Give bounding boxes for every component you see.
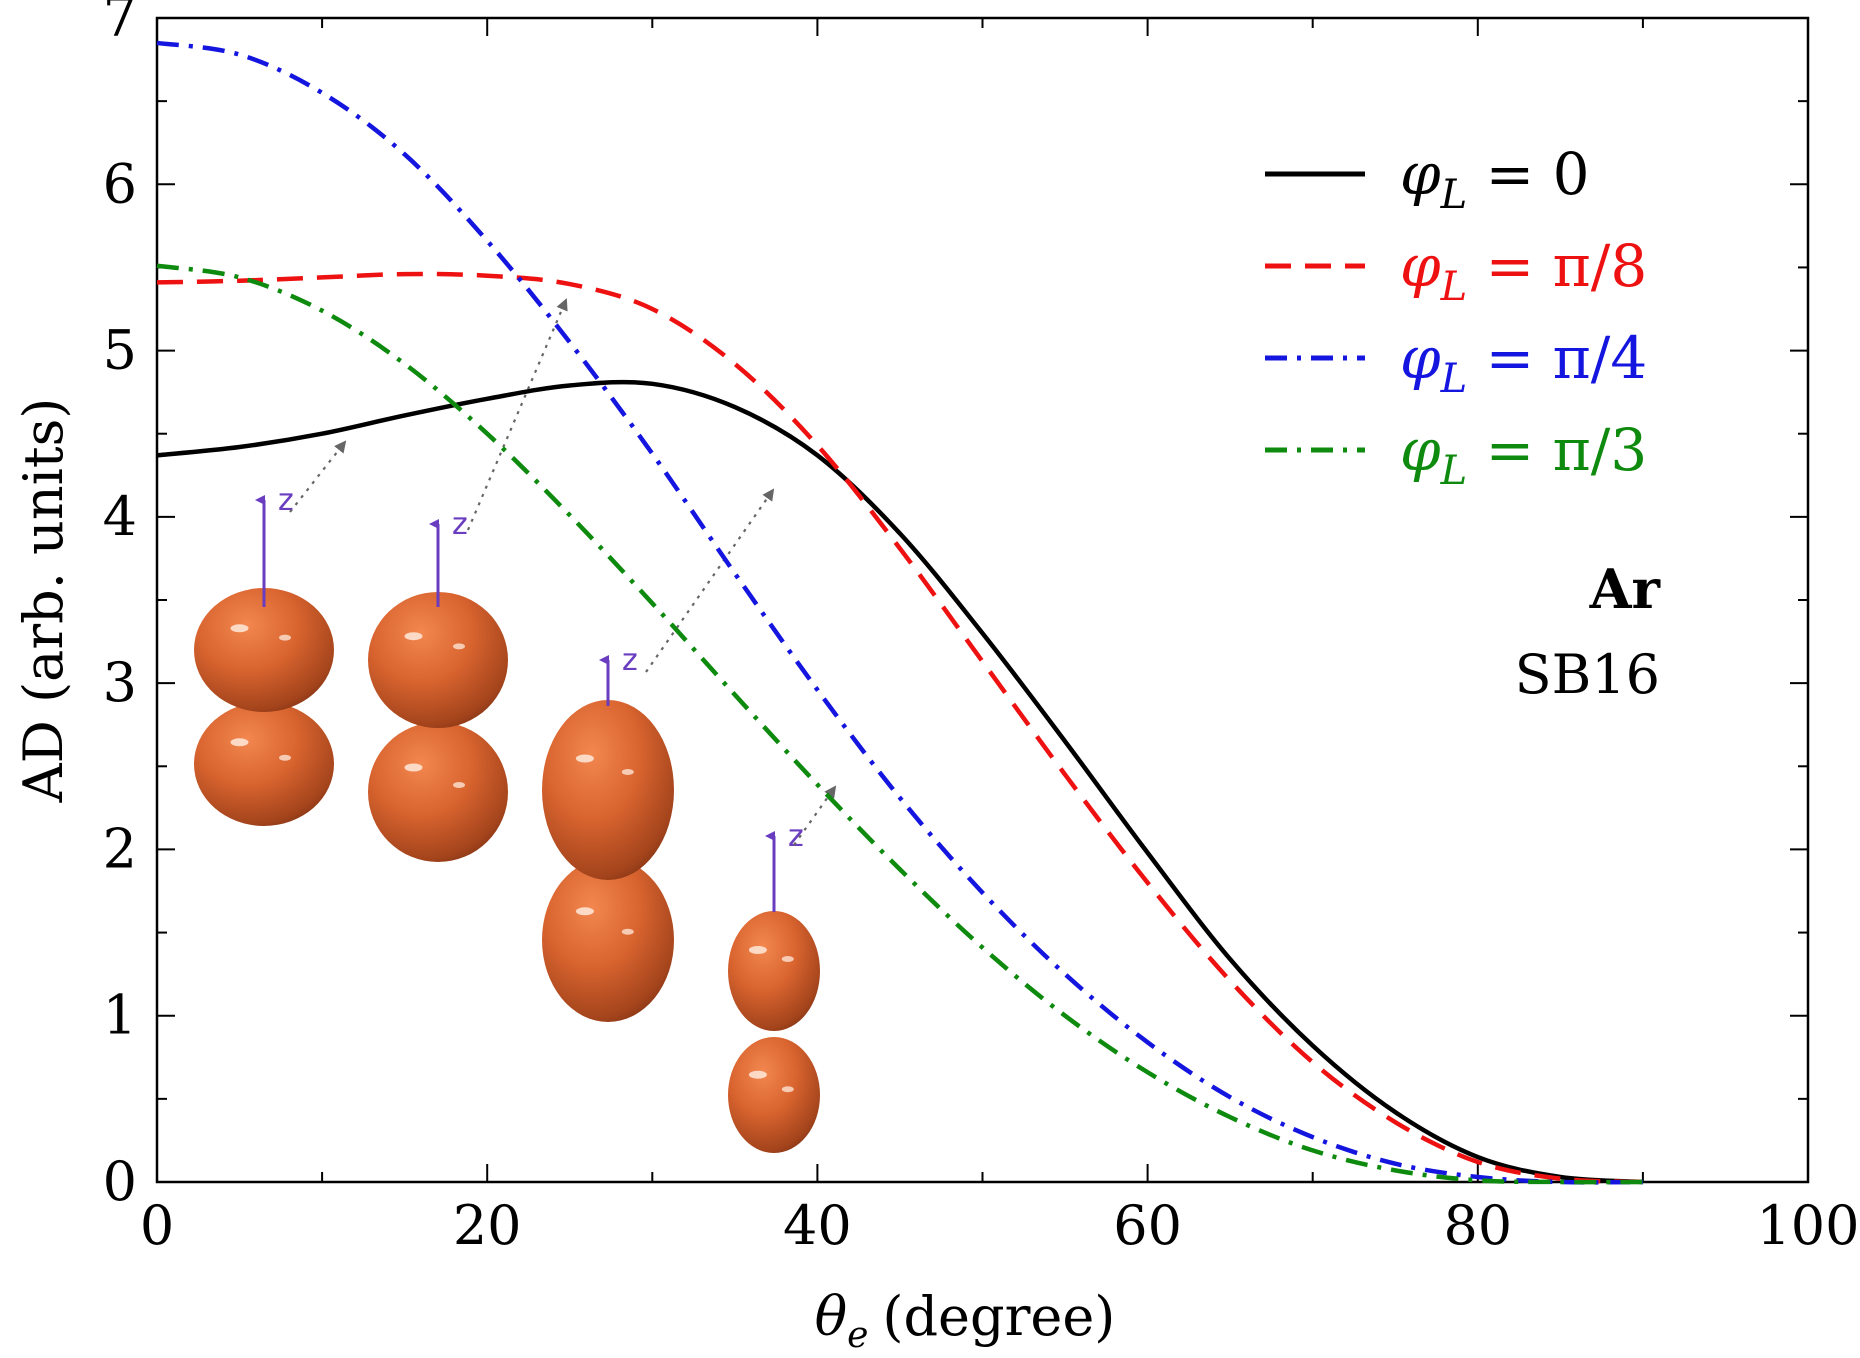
pointer-arrow bbox=[793, 785, 837, 846]
tick-labels: 0 20 40 60 80 100 0 1 2 3 4 5 6 7 bbox=[103, 0, 1860, 1257]
legend-label: φL = π/3 bbox=[1400, 416, 1647, 494]
x-tick-label: 80 bbox=[1443, 1194, 1512, 1257]
z-axis-label: z bbox=[788, 819, 804, 854]
x-tick-label: 20 bbox=[453, 1194, 522, 1257]
pointer-arrows bbox=[289, 298, 837, 846]
y-tick-label: 4 bbox=[103, 485, 137, 548]
element-label: Ar bbox=[1589, 557, 1661, 621]
z-axis-label: z bbox=[622, 643, 638, 678]
x-axis-label: θe (degree) bbox=[815, 1285, 1116, 1356]
y-tick-label: 2 bbox=[103, 817, 137, 880]
x-tick-label: 100 bbox=[1756, 1194, 1859, 1257]
method-label: SB16 bbox=[1515, 643, 1660, 706]
y-tick-label: 6 bbox=[103, 152, 137, 215]
orbital-picture: z bbox=[368, 507, 508, 862]
orbital-picture: z bbox=[542, 643, 674, 1022]
legend-label: φL = 0 bbox=[1400, 140, 1590, 218]
y-tick-label: 7 bbox=[103, 0, 137, 49]
x-tick-label: 60 bbox=[1113, 1194, 1182, 1257]
pointer-arrow bbox=[466, 298, 568, 531]
orbital-picture: z bbox=[194, 483, 334, 826]
series-line-3 bbox=[156, 263, 1643, 1185]
y-tick-label: 0 bbox=[103, 1150, 137, 1213]
orbital-picture: z bbox=[728, 819, 820, 1153]
legend-label: φL = π/4 bbox=[1400, 324, 1647, 402]
y-tick-label: 1 bbox=[103, 984, 137, 1047]
series-line-1 bbox=[156, 271, 1643, 1185]
x-axis-label-sub: e bbox=[847, 1315, 868, 1356]
z-axis-label: z bbox=[278, 483, 294, 518]
y-tick-label: 3 bbox=[103, 651, 137, 714]
z-axis-label: z bbox=[452, 507, 468, 542]
y-axis-label: AD (arb. units) bbox=[12, 398, 75, 804]
series-line-0 bbox=[156, 379, 1644, 1185]
series-line-2 bbox=[156, 40, 1643, 1185]
pointer-arrow bbox=[289, 440, 347, 513]
axis-ticks bbox=[156, 17, 1809, 1183]
x-tick-label: 0 bbox=[140, 1194, 174, 1257]
y-tick-label: 5 bbox=[103, 319, 137, 382]
x-axis-label-symbol: θ bbox=[815, 1285, 848, 1348]
x-axis-label-text: (degree) bbox=[882, 1285, 1115, 1348]
data-series bbox=[156, 40, 1644, 1185]
x-tick-label: 40 bbox=[783, 1194, 852, 1257]
pointer-arrow bbox=[645, 488, 775, 673]
legend: φL = 0 φL = π/8 φL = π/4 φL = π/3 bbox=[1265, 140, 1647, 494]
orbital-illustrations: z z z z bbox=[194, 483, 820, 1153]
legend-label: φL = π/8 bbox=[1400, 232, 1647, 310]
